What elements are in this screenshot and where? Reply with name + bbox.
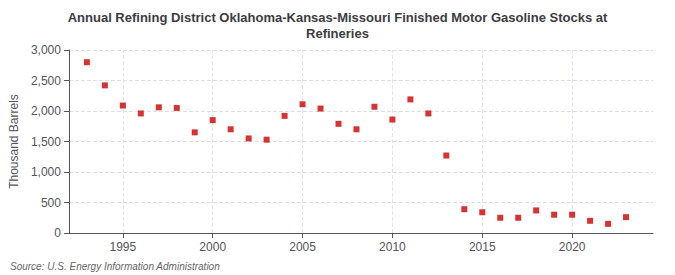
svg-text:2000: 2000	[199, 240, 226, 254]
svg-text:Annual Refining District Oklah: Annual Refining District Oklahoma-Kansas…	[68, 10, 608, 25]
svg-text:2020: 2020	[559, 240, 586, 254]
svg-text:Refineries: Refineries	[306, 26, 369, 41]
svg-text:2010: 2010	[379, 240, 406, 254]
svg-text:Source: U.S. Energy Informatio: Source: U.S. Energy Information Administ…	[10, 261, 220, 272]
svg-text:1,500: 1,500	[31, 135, 61, 149]
svg-text:Thousand Barrels: Thousand Barrels	[7, 94, 21, 189]
svg-text:1,000: 1,000	[31, 165, 61, 179]
svg-text:2,500: 2,500	[31, 74, 61, 88]
svg-text:2005: 2005	[289, 240, 316, 254]
svg-text:0: 0	[54, 226, 61, 240]
svg-text:2015: 2015	[469, 240, 496, 254]
svg-text:2,000: 2,000	[31, 104, 61, 118]
svg-text:500: 500	[41, 196, 61, 210]
svg-text:3,000: 3,000	[31, 43, 61, 57]
svg-text:1995: 1995	[109, 240, 136, 254]
